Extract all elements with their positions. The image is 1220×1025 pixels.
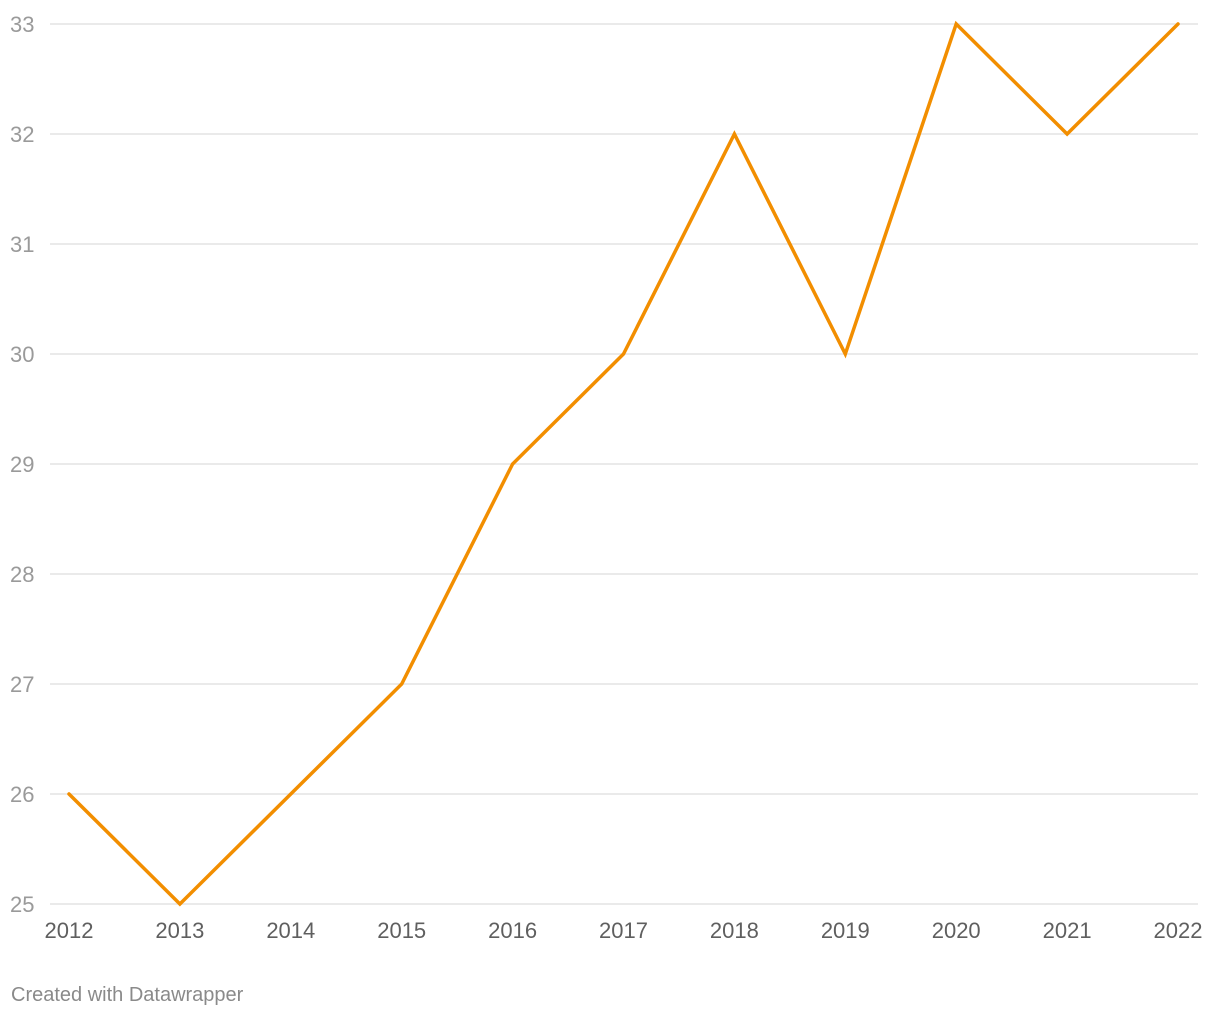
x-tick-label: 2020	[932, 918, 981, 943]
x-tick-label: 2021	[1043, 918, 1092, 943]
y-tick-label: 25	[10, 892, 34, 917]
x-tick-label: 2014	[266, 918, 315, 943]
data-point-2020	[954, 22, 958, 26]
data-point-2012	[67, 792, 71, 796]
y-tick-label: 27	[10, 672, 34, 697]
data-point-2019	[843, 352, 847, 356]
data-point-2022	[1176, 22, 1180, 26]
y-axis: 25 26 27 28 29 30 31 32 33	[10, 12, 34, 917]
x-tick-label: 2013	[155, 918, 204, 943]
x-tick-label: 2015	[377, 918, 426, 943]
y-tick-label: 28	[10, 562, 34, 587]
footer-credit: Created with Datawrapper	[11, 984, 244, 1006]
y-tick-label: 29	[10, 452, 34, 477]
x-tick-label: 2016	[488, 918, 537, 943]
series-layer	[67, 20, 1180, 907]
data-point-2013	[178, 902, 182, 906]
y-tick-label: 30	[10, 342, 34, 367]
y-tick-label: 26	[10, 782, 34, 807]
x-tick-label: 2017	[599, 918, 648, 943]
x-tick-label: 2012	[45, 918, 94, 943]
data-point-2021	[1065, 132, 1069, 136]
data-point-2018	[732, 132, 736, 136]
data-point-2016	[511, 462, 515, 466]
x-tick-label: 2018	[710, 918, 759, 943]
y-tick-label: 33	[10, 12, 34, 37]
x-tick-label: 2019	[821, 918, 870, 943]
y-tick-label: 32	[10, 122, 34, 147]
data-point-2015	[400, 682, 404, 686]
data-point-2017	[622, 352, 625, 356]
y-tick-label: 31	[10, 232, 34, 257]
data-point-2014	[289, 792, 293, 796]
x-axis: 2012 2013 2014 2015 2016 2017 2018 2019 2020 2021…	[45, 918, 1203, 943]
gridlines	[50, 23, 1198, 905]
x-tick-label: 2022	[1154, 918, 1203, 943]
